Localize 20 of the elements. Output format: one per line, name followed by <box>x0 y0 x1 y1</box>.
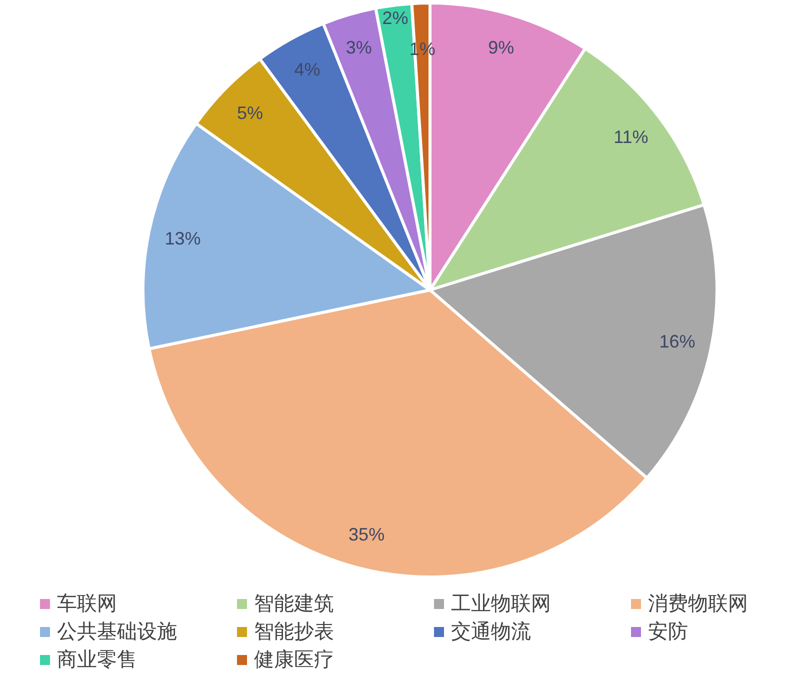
data-label: 35% <box>348 524 385 544</box>
legend-label: 健康医疗 <box>254 649 334 671</box>
data-label: 11% <box>614 127 648 148</box>
legend-label: 智能抄表 <box>254 621 334 643</box>
data-label: 2% <box>382 8 408 28</box>
data-label: 5% <box>236 102 264 123</box>
legend-label: 消费物联网 <box>648 593 748 615</box>
data-label: 3% <box>346 38 372 58</box>
legend-label: 智能建筑 <box>254 593 334 615</box>
data-label: 13% <box>164 228 201 248</box>
legend-label: 安防 <box>648 621 688 643</box>
data-label: 1% <box>409 39 436 60</box>
data-label: 9% <box>488 38 514 58</box>
legend-label: 公共基础设施 <box>57 621 177 643</box>
data-label: 16% <box>659 332 696 352</box>
legend-label: 工业物联网 <box>451 593 551 615</box>
legend-label: 车联网 <box>57 593 117 615</box>
legend-label: 交通物流 <box>451 621 531 643</box>
legend-label: 商业零售 <box>57 649 137 671</box>
data-label: 4% <box>294 59 320 80</box>
